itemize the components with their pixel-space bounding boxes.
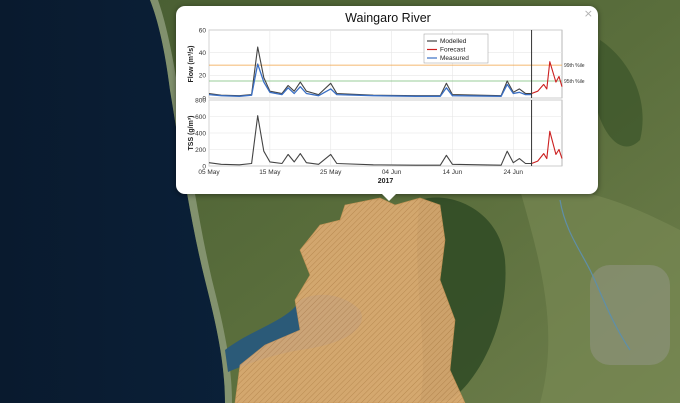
farmland: [520, 188, 680, 403]
popup-tip: [381, 193, 397, 201]
y-tick-label: 60: [199, 27, 207, 34]
beach-strip: [150, 0, 232, 403]
y-tick-label: 0: [202, 163, 206, 170]
chart-title: Waingaro River: [345, 11, 431, 25]
legend-entry: Modelled: [440, 38, 467, 45]
close-button[interactable]: ×: [583, 7, 593, 20]
percentile-label: 95th %ile: [564, 79, 585, 85]
y-axis-label: TSS (g/m³): [188, 116, 195, 151]
y-tick-label: 0: [202, 95, 206, 102]
legend-entry: Forecast: [440, 47, 465, 54]
town-area: [590, 265, 670, 365]
y-tick-label: 600: [195, 114, 206, 121]
x-axis-label: 2017: [378, 178, 394, 185]
chart-popup: × Waingaro River 0 20 40 60 Flow (m³/s) 99th …: [176, 6, 598, 194]
series-line-measured: [208, 63, 532, 97]
y-axis-label: Flow (m³/s): [188, 46, 195, 83]
catchment-area[interactable]: [234, 197, 466, 403]
percentile-label: 99th %ile: [564, 63, 585, 69]
x-tick-label: 04 Jun: [382, 169, 402, 176]
x-tick-label: 24 Jun: [504, 169, 524, 176]
series-line-forecast: [531, 130, 563, 165]
x-tick-label: 15 May: [259, 169, 281, 176]
series-line-forecast: [531, 61, 563, 95]
x-tick-label: 14 Jun: [443, 169, 463, 176]
river-line: [559, 199, 631, 351]
y-tick-label: 400: [195, 130, 206, 137]
series-line-modelled: [208, 115, 532, 166]
x-tick-label: 05 May: [198, 169, 220, 176]
forest-patch: [595, 40, 643, 147]
series-line-modelled: [208, 46, 532, 97]
y-tick-label: 40: [199, 50, 207, 57]
legend-entry: Measured: [440, 55, 469, 62]
chart: Waingaro River 0 20 40 60 Flow (m³/s) 99th %i…: [188, 11, 585, 185]
x-tick-label: 25 May: [320, 169, 342, 176]
y-tick-label: 20: [199, 73, 207, 80]
y-tick-label: 800: [195, 97, 206, 104]
y-tick-label: 200: [195, 147, 206, 154]
